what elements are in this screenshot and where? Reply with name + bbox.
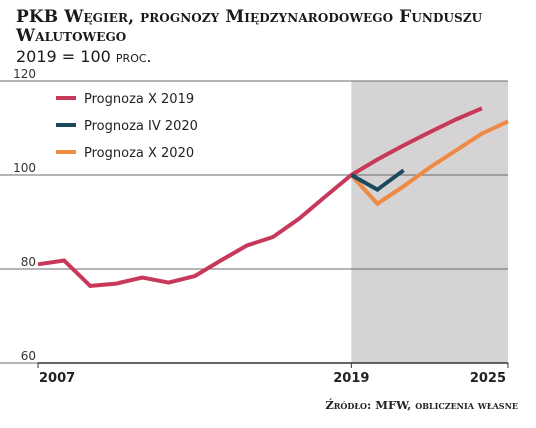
x-tick-label-2019: 2019 xyxy=(333,371,369,386)
y-tick-label-80: 80 xyxy=(21,255,36,269)
y-tick-label-100: 100 xyxy=(13,161,36,175)
source-note: Źródło: MFW, obliczenia własne xyxy=(325,398,518,412)
chart-subtitle: 2019 = 100 proc. xyxy=(16,47,152,66)
x-tick-label-2025: 2025 xyxy=(470,371,506,386)
y-tick-label-120: 120 xyxy=(13,67,36,81)
legend-label-1: Prognoza X 2019 xyxy=(84,92,194,107)
series-line-2 xyxy=(350,168,405,192)
x-tick-label-2007: 2007 xyxy=(39,371,75,386)
chart-title: PKB Węgier, prognozy Międzynarodowego Fu… xyxy=(16,7,483,46)
forecast-region xyxy=(351,81,508,363)
series-line-3 xyxy=(349,119,509,207)
series-line-1 xyxy=(37,106,483,288)
y-tick-label-60: 60 xyxy=(21,349,36,363)
legend-label-3: Prognoza X 2020 xyxy=(84,146,194,161)
legend-label-2: Prognoza IV 2020 xyxy=(84,119,198,134)
